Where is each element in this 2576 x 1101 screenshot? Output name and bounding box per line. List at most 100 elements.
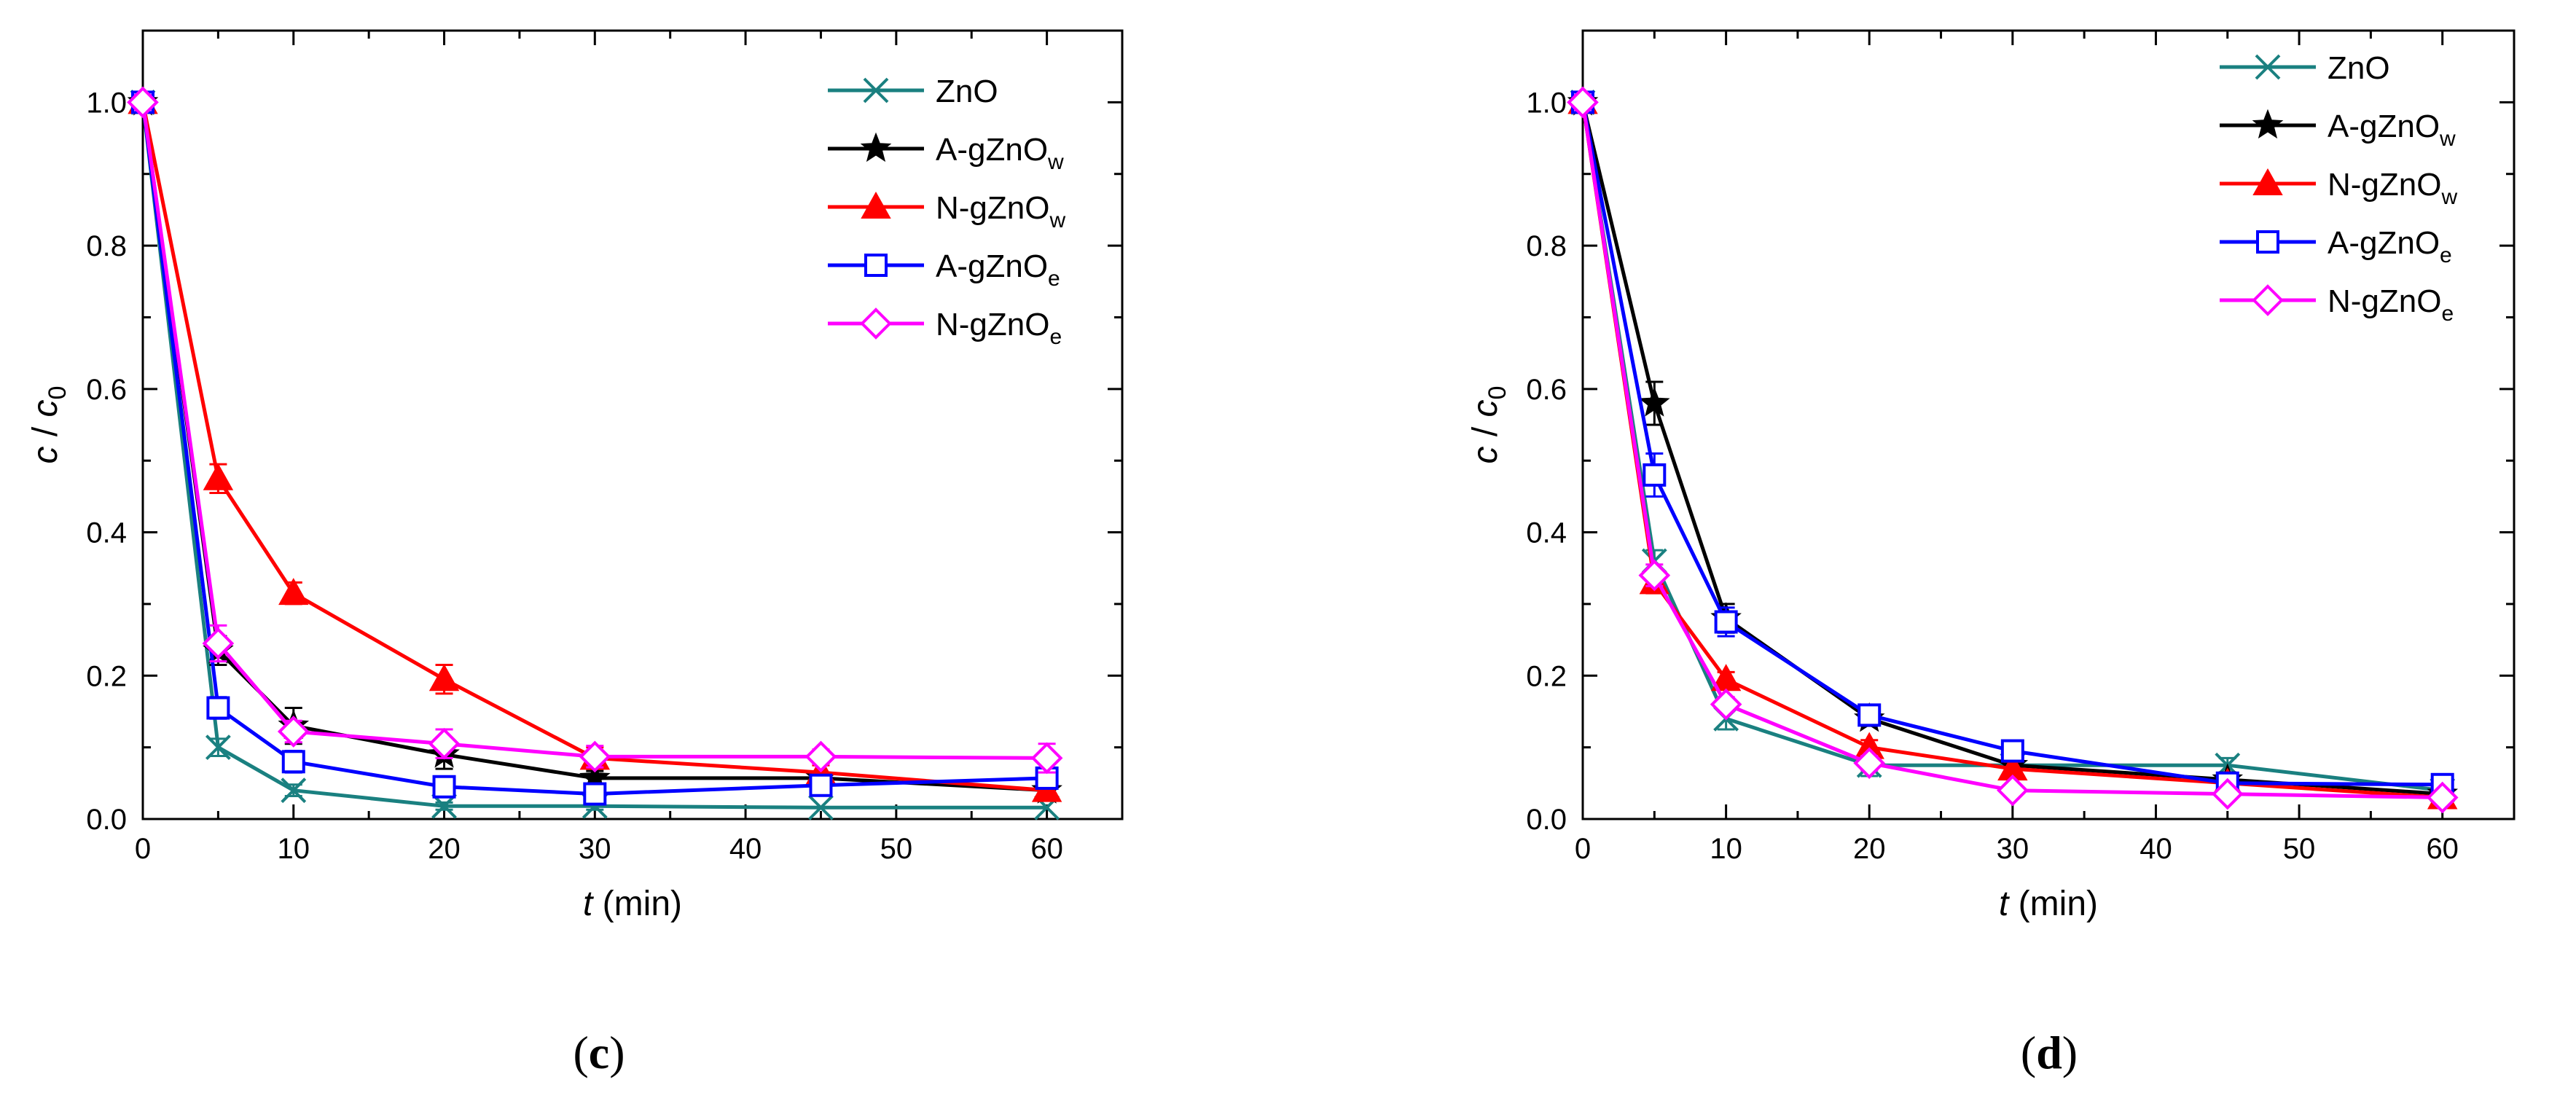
x-tick-label: 60	[2426, 833, 2459, 865]
legend-label-subscript: e	[2441, 302, 2454, 326]
legend-label: ZnO	[2328, 50, 2390, 86]
plot-frame	[141, 29, 1124, 820]
y-axis-var: c	[26, 446, 65, 463]
data-point	[127, 86, 159, 119]
data-point	[2211, 777, 2244, 810]
legend-marker	[2252, 168, 2283, 195]
legend-label-main: ZnO	[936, 74, 998, 109]
y-tick-label: 0.8	[1526, 230, 1567, 262]
legend-marker-b	[863, 77, 889, 103]
panel-letter: c	[589, 1027, 609, 1078]
plot-frame	[1581, 29, 2516, 820]
legend-marker	[861, 191, 891, 219]
x-tick-label: 30	[579, 833, 611, 865]
legend-label-main: A-gZnO	[2328, 225, 2440, 261]
legend-label-main: N-gZnO	[936, 307, 1049, 342]
data-point	[2000, 739, 2024, 763]
legend-label: A-gZnOe	[936, 248, 1060, 291]
x-axis-title: t (min)	[583, 885, 682, 923]
y-axis-var: c	[1466, 446, 1505, 463]
chart-panel-d: 0 10 20 30 40 50 60 0.0 0.2 0.4 0.6 0.8 1.0 t (min) c …	[1466, 29, 2516, 923]
data-point	[1710, 688, 1742, 721]
series-N-gZnOw	[128, 87, 1062, 802]
panel-paren: )	[609, 1027, 625, 1078]
legend-label: N-gZnOe	[936, 307, 1062, 349]
legend-label-subscript: w	[1047, 150, 1064, 174]
data-point	[277, 716, 310, 748]
series-line	[1581, 102, 2443, 799]
y-axis-subscript: 0	[44, 386, 71, 400]
legend-marker	[860, 132, 892, 162]
panel-letter: d	[2036, 1027, 2062, 1078]
legend-label-main: N-gZnO	[936, 190, 1049, 226]
legend-label-subscript: w	[2439, 127, 2456, 151]
y-tick-label: 0.4	[86, 517, 127, 549]
legend-marker	[2252, 284, 2284, 316]
x-axis-title: t (min)	[1999, 885, 2098, 923]
legend-marker	[2252, 109, 2284, 139]
y-tick-label: 0.6	[1526, 374, 1567, 406]
y-tick-label: 0.0	[86, 804, 127, 836]
y-axis-title: c / c0	[26, 386, 71, 464]
panel-paren: (	[573, 1027, 588, 1078]
series-line	[1581, 102, 2443, 793]
x-tick-label: 20	[428, 833, 461, 865]
legend-label: A-gZnOw	[936, 132, 1064, 174]
data-point-b	[205, 734, 231, 761]
data-point	[1643, 463, 1667, 487]
data-point	[203, 463, 234, 490]
data-point	[1857, 703, 1882, 727]
x-axis-var: t	[1999, 885, 2010, 923]
x-axis-unit: (min)	[2008, 885, 2098, 923]
data-point	[809, 773, 833, 797]
legend-marker	[860, 307, 892, 340]
series-ZnO	[130, 89, 1060, 820]
series-A-gZnOw	[1567, 86, 2459, 807]
panel-label: (c)	[573, 1027, 625, 1078]
legend-label-subscript: e	[2440, 243, 2452, 267]
series-N-gZnOe	[1567, 86, 2459, 814]
series-A-gZnOe	[131, 90, 1059, 806]
legend-label-main: N-gZnO	[2328, 167, 2441, 203]
y-axis-title: c / c0	[1466, 386, 1511, 464]
y-tick-label: 0.4	[1526, 517, 1567, 549]
x-tick-label: 10	[1710, 833, 1742, 865]
data-point	[1997, 774, 2029, 807]
legend-label-subscript: w	[2440, 185, 2457, 209]
legend-label-main: A-gZnO	[936, 248, 1048, 284]
legend-label-main: ZnO	[2328, 50, 2390, 86]
data-point	[428, 727, 461, 760]
y-tick-label: 0.0	[1526, 804, 1567, 836]
series-line	[141, 102, 1047, 760]
legend-label-subscript: w	[1049, 208, 1065, 232]
data-point-b	[281, 777, 307, 804]
panel-paren: (	[2021, 1027, 2036, 1078]
panel-label: (d)	[2021, 1027, 2078, 1078]
data-point	[1567, 86, 1599, 119]
x-tick-label: 0	[135, 833, 151, 865]
series-A-gZnOw	[127, 86, 1062, 804]
x-tick-label: 50	[880, 833, 913, 865]
legend-label: ZnO	[936, 74, 998, 109]
data-point	[206, 696, 230, 720]
x-tick-label: 20	[1853, 833, 1886, 865]
y-axis-sep: /	[26, 417, 65, 446]
legend-marker-b	[2255, 54, 2281, 80]
data-point	[1638, 387, 1670, 417]
data-point	[1714, 610, 1738, 634]
y-tick-label: 0.2	[86, 660, 127, 692]
x-axis-unit: (min)	[592, 885, 682, 923]
data-point	[1030, 742, 1063, 775]
y-axis-sep: /	[1466, 417, 1505, 446]
legend-label-main: A-gZnO	[2328, 109, 2440, 144]
y-tick-label: 1.0	[86, 87, 127, 119]
data-point	[281, 750, 305, 774]
legend-label-subscript: e	[1049, 325, 1062, 349]
y-tick-label: 1.0	[1526, 87, 1567, 119]
legend-label: N-gZnOw	[936, 190, 1065, 232]
x-axis-var: t	[583, 885, 594, 923]
legend-label-main: N-gZnO	[2328, 283, 2441, 319]
